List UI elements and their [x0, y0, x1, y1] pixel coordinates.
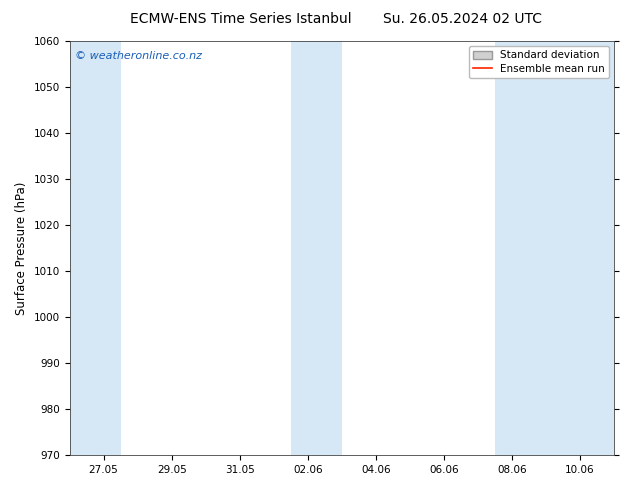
Text: ECMW-ENS Time Series Istanbul: ECMW-ENS Time Series Istanbul	[130, 12, 352, 26]
Bar	[291, 41, 342, 455]
Bar	[70, 41, 120, 455]
Legend: Standard deviation, Ensemble mean run: Standard deviation, Ensemble mean run	[469, 46, 609, 78]
Y-axis label: Surface Pressure (hPa): Surface Pressure (hPa)	[15, 181, 28, 315]
Text: © weatheronline.co.nz: © weatheronline.co.nz	[75, 51, 202, 61]
Text: Su. 26.05.2024 02 UTC: Su. 26.05.2024 02 UTC	[384, 12, 542, 26]
Bar	[495, 41, 614, 455]
